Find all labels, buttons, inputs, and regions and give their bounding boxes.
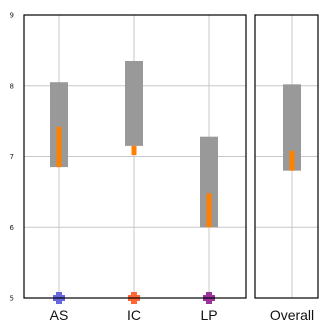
highlight-bar-lp — [206, 193, 212, 228]
category-label-ic: IC — [127, 307, 141, 322]
category-label-overall: Overall — [270, 307, 314, 322]
range-bar-lp — [200, 136, 218, 228]
category-label-as: AS — [50, 307, 69, 322]
highlight-bar-overall — [289, 150, 295, 171]
panel-frame — [254, 14, 319, 299]
panel-frame — [23, 14, 247, 299]
y-tick-label: 8 — [10, 82, 14, 90]
y-tick-label: 9 — [10, 12, 14, 20]
range-bar-ic — [125, 60, 143, 146]
category-label-lp: LP — [200, 307, 217, 322]
y-tick-label: 5 — [10, 295, 14, 303]
highlight-bar-ic — [131, 145, 137, 156]
range-bar-as — [50, 82, 68, 168]
chart-panel-categories: AS IC LP 5 6 7 8 9 — [10, 12, 247, 322]
highlight-bar-as — [56, 126, 62, 168]
y-tick-label: 7 — [10, 153, 14, 161]
range-bar-overall — [283, 84, 301, 171]
chart-panel-overall: Overall — [254, 14, 319, 322]
y-tick-label: 6 — [10, 224, 15, 232]
